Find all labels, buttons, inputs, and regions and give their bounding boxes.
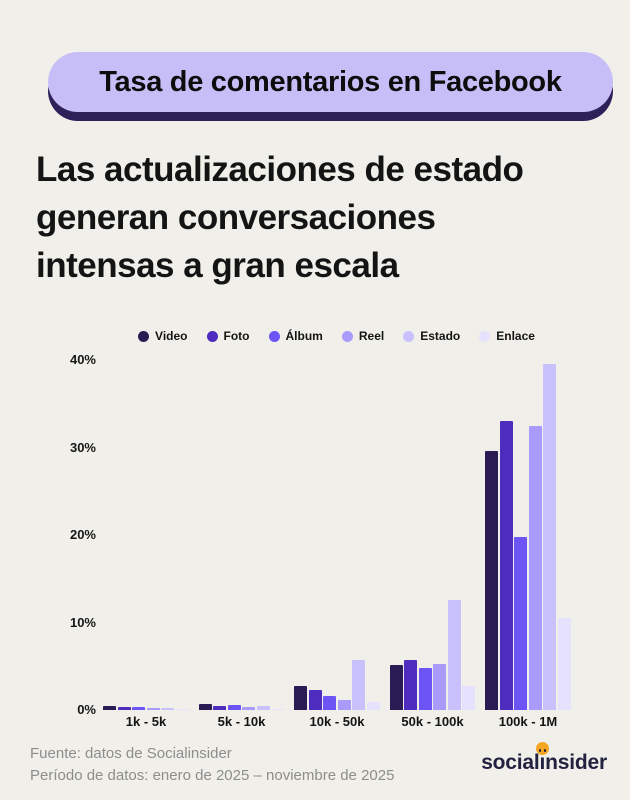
legend-dot-icon [341,330,353,342]
bar-0-0 [103,705,116,710]
bar-2-3 [418,668,432,710]
bar-4-1 [256,706,270,710]
footer: Fuente: datos de Socialinsider Período d… [30,743,394,787]
bar-4-0 [161,708,174,710]
y-axis-label-20: 20% [69,527,96,542]
bar-1-4 [499,421,513,710]
bar-1-0 [117,707,131,710]
bar-1-3 [404,660,417,710]
bar-0-4 [485,451,498,710]
page-title-line-1: Las actualizaciones de estado [36,150,524,189]
bar-2-1 [227,704,241,710]
legend-dot-icon [479,330,491,342]
smiley-dot-icon [535,742,549,755]
bar-5-0 [175,709,189,710]
bar-3-0 [146,708,160,710]
legend-label: Estado [420,329,461,343]
legend-label: Video [155,329,188,343]
bar-3-3 [433,663,446,710]
bar-5-1 [271,708,284,710]
legend-label: Álbum [285,329,323,343]
source-note: Fuente: datos de Socialinsider [30,745,232,762]
y-axis-label-30: 30% [69,439,96,455]
bar-1-1 [213,705,226,710]
logo-text-right: nsider [545,751,607,774]
bar-0-2 [294,686,307,710]
legend-dot-icon [138,330,150,342]
page-title: Las actualizaciones de estado generan co… [36,146,616,290]
x-axis-label-2: 10k - 50k [309,714,365,729]
socialinsider-logo: social ı nsider [481,742,607,775]
legend-dot-icon [206,330,218,342]
x-axis-label-0: 1k - 5k [125,714,167,729]
bar-5-4 [557,618,571,710]
bar-1-2 [308,689,322,710]
bar-4-4 [543,364,556,710]
legend-item-2: Álbum [268,329,323,343]
bar-3-4 [528,425,542,710]
bar-2-4 [514,536,527,710]
logo-text-left: social [481,751,540,774]
x-axis-label-3: 50k - 100k [401,714,464,729]
page-title-line-3: intensas a gran escala [36,246,399,285]
title-badge-label: Tasa de comentarios en Facebook [99,65,562,98]
bar-4-2 [352,660,365,710]
legend-dot-icon [268,330,280,342]
legend-item-4: Estado [403,329,460,343]
y-axis-label-0: 0% [77,702,96,717]
legend-label: Reel [358,329,385,343]
chart-legend: Video Foto Álbum Reel Estado Enlace [103,326,570,346]
y-axis-label-10: 10% [69,614,96,630]
bar-0-1 [198,703,212,710]
legend-item-1: Foto [206,329,250,343]
legend-label: Foto [223,329,250,343]
bar-5-3 [462,686,475,710]
x-axis-label-4: 100k - 1M [498,714,558,729]
legend-item-0: Video [138,329,188,343]
bar-5-2 [366,702,380,710]
logo-letter-i: ı [535,742,549,775]
legend-item-5: Enlace [479,329,535,343]
legend-item-3: Reel [341,329,385,343]
bar-2-2 [323,696,336,710]
legend-dot-icon [403,330,415,342]
legend-label: Enlace [496,329,535,343]
bar-3-1 [242,707,255,710]
period-note: Período de datos: enero de 2025 – noviem… [30,767,395,784]
bar-0-3 [389,664,403,710]
title-badge: Tasa de comentarios en Facebook [48,52,613,112]
y-axis-label-40: 40% [69,352,96,367]
bar-2-0 [132,707,145,710]
bar-3-2 [337,700,351,710]
page-title-line-2: generan conversaciones [36,198,436,237]
chart-plot: 0% 10% 20% 30% 40% 1k - 5k 5k - 10k 10k - 50k 50… [0,350,630,735]
x-axis-label-1: 5k - 10k [217,714,266,729]
bar-4-3 [447,599,461,710]
